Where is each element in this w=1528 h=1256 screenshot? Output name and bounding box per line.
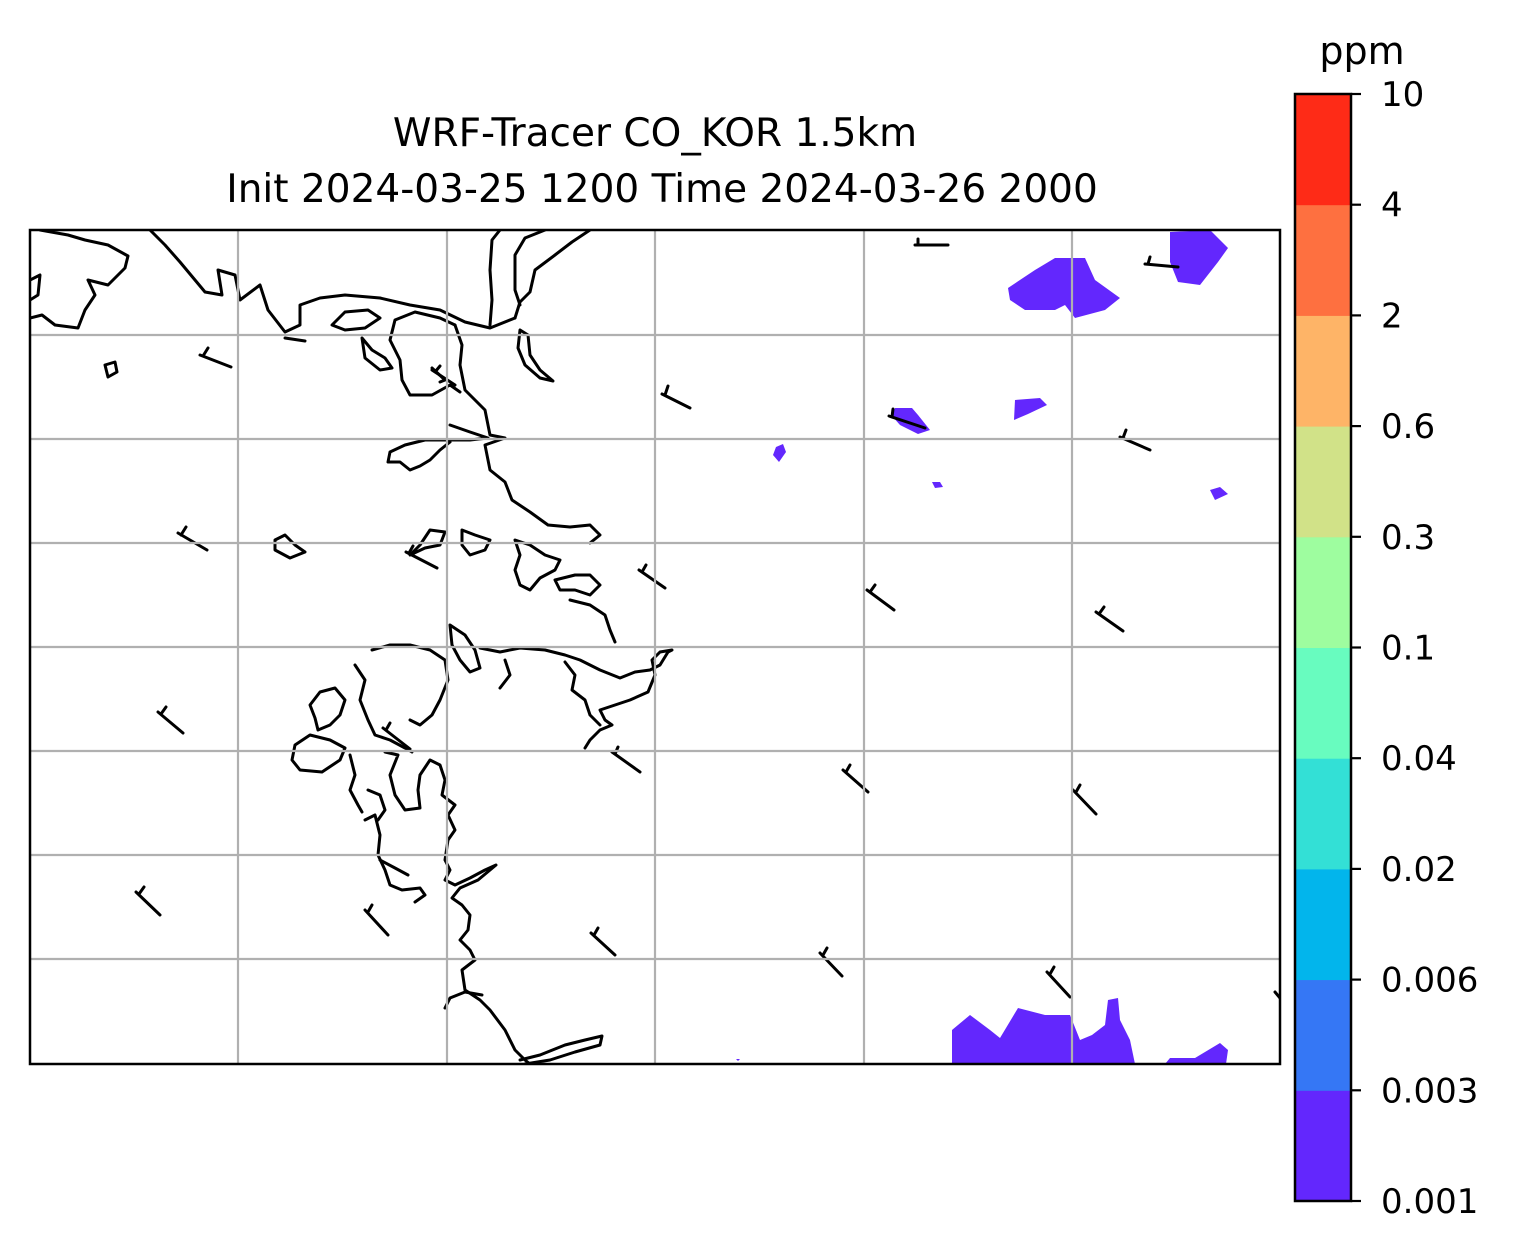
colorbar-segment xyxy=(1295,1090,1351,1202)
tracer-patch xyxy=(952,998,1135,1064)
colorbar-segment xyxy=(1295,647,1351,759)
colorbar-segment xyxy=(1295,536,1351,648)
wind-barb xyxy=(1094,605,1125,633)
wind-barb xyxy=(637,563,667,590)
coastline xyxy=(453,323,602,545)
map-panel xyxy=(28,228,1282,1066)
tracer-patch xyxy=(773,444,786,462)
coastline xyxy=(488,230,502,327)
coastline xyxy=(366,788,387,822)
wind-barb xyxy=(589,926,617,957)
title-line-2: Init 2024-03-25 1200 Time 2024-03-26 200… xyxy=(226,167,1098,212)
coastline xyxy=(353,663,414,754)
tracer-patch xyxy=(932,482,943,488)
colorbar-segment xyxy=(1295,426,1351,538)
gridlines xyxy=(30,230,1280,1064)
colorbar-unit-label: ppm xyxy=(1319,29,1404,73)
coastline xyxy=(513,538,562,592)
map-frame xyxy=(28,228,1282,1066)
wind-barb xyxy=(1071,783,1098,816)
coastline xyxy=(330,308,382,332)
coastline xyxy=(348,753,364,814)
coastline xyxy=(443,838,532,1064)
colorbar-ticks: 0.001 0.003 0.006 0.02 0.04 0.1 0.3 0.6 2 4 10 xyxy=(1351,75,1478,1222)
coastline xyxy=(498,658,512,690)
colorbar-tick-label: 2 xyxy=(1381,296,1403,336)
wind-barb xyxy=(1045,965,1072,999)
coastline xyxy=(360,336,394,372)
colorbar-segment xyxy=(1295,868,1351,981)
coastline xyxy=(30,273,42,302)
wind-barb xyxy=(818,946,844,978)
wind-barb xyxy=(363,903,390,937)
wind-barb xyxy=(176,525,209,552)
colorbar-segment xyxy=(1295,979,1351,1091)
wind-barb xyxy=(1143,255,1180,269)
tracer-patch xyxy=(1008,258,1120,318)
coastline xyxy=(478,646,674,750)
coastline xyxy=(408,528,447,557)
coastline xyxy=(103,360,119,379)
colorbar-segment xyxy=(1295,204,1351,316)
coastline xyxy=(460,528,492,557)
colorbar-tick-label: 0.1 xyxy=(1381,629,1435,669)
wind-barb xyxy=(404,544,439,570)
coastline xyxy=(283,336,307,343)
wind-barb xyxy=(913,237,950,247)
wind-barb xyxy=(430,364,457,387)
colorbar-segment xyxy=(1295,315,1351,427)
colorbar-segments xyxy=(1295,94,1351,1202)
coastline xyxy=(378,858,410,877)
tracer-patch xyxy=(1210,487,1228,500)
wind-barb xyxy=(865,583,896,612)
coastline xyxy=(388,310,462,397)
colorbar-tick-label: 0.3 xyxy=(1381,518,1435,558)
colorbar-tick-label: 10 xyxy=(1381,75,1424,115)
coastline xyxy=(273,533,307,560)
colorbar-tick-label: 0.6 xyxy=(1381,407,1435,447)
tracer-patch xyxy=(1170,230,1228,285)
tracer-field xyxy=(736,230,1228,1064)
colorbar-tick-label: 0.001 xyxy=(1381,1182,1478,1222)
coastline xyxy=(516,328,555,383)
wind-barb xyxy=(134,885,162,917)
coastline xyxy=(383,750,457,842)
colorbar-tick-label: 0.003 xyxy=(1381,1071,1478,1111)
wind-barb xyxy=(887,407,927,430)
coastline xyxy=(553,573,602,597)
colorbar-segment xyxy=(1295,758,1351,870)
tracer-patch xyxy=(736,1059,740,1061)
coastline xyxy=(363,813,427,904)
colorbar-tick-label: 0.04 xyxy=(1381,739,1457,779)
tracer-patch xyxy=(1165,1043,1228,1064)
wind-barb xyxy=(660,384,692,410)
wind-barb xyxy=(198,346,233,369)
coastline xyxy=(568,598,617,644)
wind-barb xyxy=(156,705,185,735)
coastline xyxy=(308,686,347,732)
coastline xyxy=(30,230,130,330)
coastline xyxy=(518,1034,604,1064)
coastline xyxy=(563,660,602,727)
title-line-1: WRF-Tracer CO_KOR 1.5km xyxy=(393,111,917,156)
colorbar: ppm 0.001 0.003 0.006 0.02 0.04 0.1 0.3 0.6 2 4 10 xyxy=(1293,29,1478,1222)
coastline xyxy=(513,230,547,307)
coastline xyxy=(290,733,347,774)
wind-barb xyxy=(381,721,412,751)
colorbar-tick-label: 0.006 xyxy=(1381,961,1478,1001)
colorbar-segment xyxy=(1295,94,1351,206)
colorbar-tick-label: 4 xyxy=(1381,186,1403,226)
colorbar-tick-label: 0.02 xyxy=(1381,850,1457,890)
coastline xyxy=(148,230,517,334)
colorbar-frame xyxy=(1293,92,1353,1203)
tracer-patch xyxy=(1014,398,1047,420)
